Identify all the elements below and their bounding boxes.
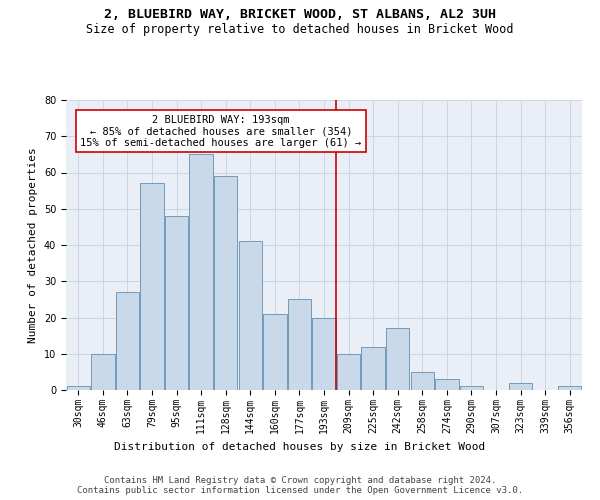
Bar [140,184,164,390]
Bar [386,328,409,390]
Bar [165,216,188,390]
Y-axis label: Number of detached properties: Number of detached properties [28,147,38,343]
Bar [116,292,139,390]
Bar [288,300,311,390]
Bar [435,379,458,390]
Text: Contains HM Land Registry data © Crown copyright and database right 2024.
Contai: Contains HM Land Registry data © Crown c… [77,476,523,495]
Bar [263,314,287,390]
Text: Size of property relative to detached houses in Bricket Wood: Size of property relative to detached ho… [86,22,514,36]
Bar [91,354,115,390]
Bar [190,154,213,390]
Bar [313,318,335,390]
Bar [361,346,385,390]
Bar [460,386,483,390]
Bar [67,386,90,390]
Bar [337,354,360,390]
Bar [410,372,434,390]
Bar [509,383,532,390]
Bar [239,242,262,390]
Bar [558,386,581,390]
Bar [214,176,238,390]
Text: 2, BLUEBIRD WAY, BRICKET WOOD, ST ALBANS, AL2 3UH: 2, BLUEBIRD WAY, BRICKET WOOD, ST ALBANS… [104,8,496,20]
Text: 2 BLUEBIRD WAY: 193sqm
← 85% of detached houses are smaller (354)
15% of semi-de: 2 BLUEBIRD WAY: 193sqm ← 85% of detached… [80,114,361,148]
Text: Distribution of detached houses by size in Bricket Wood: Distribution of detached houses by size … [115,442,485,452]
